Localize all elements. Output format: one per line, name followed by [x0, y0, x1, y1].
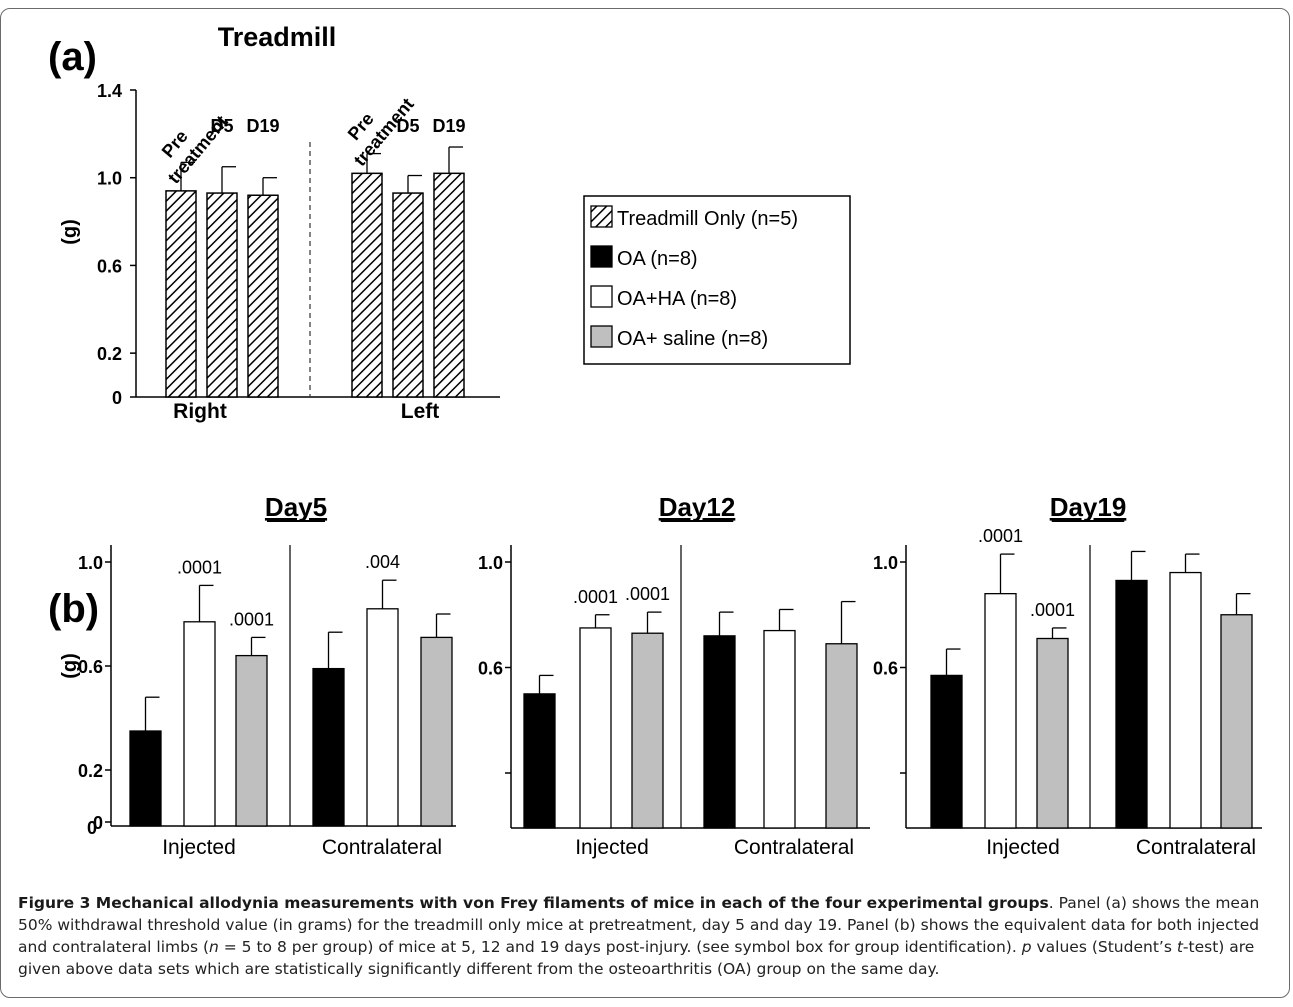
- subpanel-category-label: Contralateral: [734, 836, 854, 859]
- panel-a-ytick-label: 1.0: [97, 169, 122, 189]
- panel-a-bar: [351, 172, 383, 398]
- subpanel-ytick-label: 0.6: [78, 657, 103, 677]
- panel-a-ytick-label: 1.4: [97, 81, 122, 101]
- subpanel-category-label: Injected: [986, 836, 1060, 859]
- subpanel-bar: [1036, 637, 1069, 829]
- figure-canvas: (a) Treadmill00.20.61.01.4(g)Pretreatment…: [48, 22, 1262, 859]
- subpanel-bar: [930, 674, 963, 829]
- legend-label: OA+HA (n=8): [617, 288, 737, 310]
- subpanel-p-value: .0001: [625, 584, 670, 604]
- subpanel-bar: [703, 635, 736, 829]
- subpanel-bar: [763, 629, 796, 829]
- caption-text-3: values (Student’s: [1031, 938, 1177, 956]
- caption-t-symbol: t: [1176, 938, 1183, 956]
- panel-a-bar: [392, 192, 424, 398]
- caption-p-symbol: p: [1021, 938, 1032, 956]
- subpanel-category-label: Contralateral: [322, 836, 442, 859]
- subpanel-ytick-label: 1.0: [873, 553, 898, 573]
- subpanel-ytick-label: 0: [87, 818, 97, 838]
- legend-swatch: [590, 285, 613, 308]
- subpanel-bar: [825, 643, 858, 829]
- legend-swatch: [590, 245, 613, 268]
- panel-a-ylabel: (g): [59, 219, 81, 245]
- subpanel-bar: [1220, 614, 1253, 829]
- subpanel-bar: [579, 627, 612, 829]
- subpanel-title: Day12: [659, 492, 736, 522]
- subpanel-bar: [1169, 571, 1202, 829]
- caption-text-4: -test) are given above data sets which a…: [18, 938, 1255, 978]
- legend-box: [583, 195, 851, 365]
- panel-a-group-label: Left: [401, 400, 440, 423]
- legend-label: OA (n=8): [617, 248, 698, 270]
- caption-text-1: . Panel (a) shows the mean 50% withdrawa…: [18, 894, 1260, 956]
- panel-b-label: (b): [48, 587, 99, 631]
- panel-a-title: Treadmill: [218, 22, 337, 52]
- subpanel-bar: [631, 632, 664, 829]
- figure-frame: [0, 8, 1290, 998]
- panel-a-ytick-label: 0.6: [97, 256, 122, 276]
- legend-swatch: [590, 325, 613, 348]
- legend-label: OA+ saline (n=8): [617, 328, 768, 350]
- legend-swatch: [590, 205, 613, 228]
- subpanel-bar: [984, 593, 1017, 829]
- subpanel-ytick-label: 0.6: [478, 659, 503, 679]
- subpanel-ytick-label: 1.0: [478, 553, 503, 573]
- subpanel-ytick-label: 0.2: [78, 761, 103, 781]
- subpanel-p-value: .0001: [573, 587, 618, 607]
- subpanel-ytick-label: 0.6: [873, 659, 898, 679]
- subpanel-bar: [366, 608, 399, 827]
- subpanel-p-value: .004: [365, 552, 400, 572]
- subpanel-title: Day19: [1050, 492, 1127, 522]
- subpanel-bar: [235, 654, 268, 827]
- subpanel-p-value: .0001: [1030, 600, 1075, 620]
- subpanel-ytick-label: 1.0: [78, 553, 103, 573]
- subpanel-bar: [523, 693, 556, 829]
- panel-a-label: (a): [48, 35, 97, 79]
- subpanel-bar: [183, 621, 216, 827]
- subpanel-bar: [129, 730, 162, 827]
- subpanel-p-value: .0001: [229, 609, 274, 629]
- panel-a-bar: [247, 194, 279, 398]
- subpanel-category-label: Injected: [162, 836, 236, 859]
- panel-a-bar: [206, 192, 238, 398]
- subpanel-title: Day5: [265, 492, 327, 522]
- subpanel-p-value: .0001: [177, 557, 222, 577]
- subpanel-bar: [420, 636, 453, 827]
- caption-title: Figure 3 Mechanical allodynia measuremen…: [18, 894, 1049, 912]
- subpanel-category-label: Injected: [575, 836, 649, 859]
- panel-a-bar: [165, 190, 197, 398]
- subpanel-bar: [1115, 579, 1148, 829]
- subpanel-p-value: .0001: [978, 526, 1023, 546]
- figure-caption: Figure 3 Mechanical allodynia measuremen…: [18, 892, 1280, 980]
- panel-a-ytick-label: 0.2: [97, 344, 122, 364]
- caption-text-2: = 5 to 8 per group) of mice at 5, 12 and…: [218, 938, 1022, 956]
- subpanel-ytick-label: 0: [93, 813, 103, 833]
- caption-n-symbol: n: [209, 938, 219, 956]
- panel-a-group-label: Right: [173, 400, 227, 423]
- panel-a-bar-label: D19: [432, 116, 465, 136]
- panel-b-ylabel: (g): [59, 653, 81, 679]
- panel-a-bar-label: D5: [396, 116, 419, 136]
- legend-label: Treadmill Only (n=5): [617, 208, 798, 230]
- panel-a-bar-label: D5: [210, 116, 233, 136]
- subpanel-bar: [312, 667, 345, 827]
- panel-a-bar: [433, 172, 465, 398]
- panel-a-ytick-label: 0: [112, 388, 122, 408]
- panel-a-bar-label: D19: [246, 116, 279, 136]
- subpanel-category-label: Contralateral: [1136, 836, 1256, 859]
